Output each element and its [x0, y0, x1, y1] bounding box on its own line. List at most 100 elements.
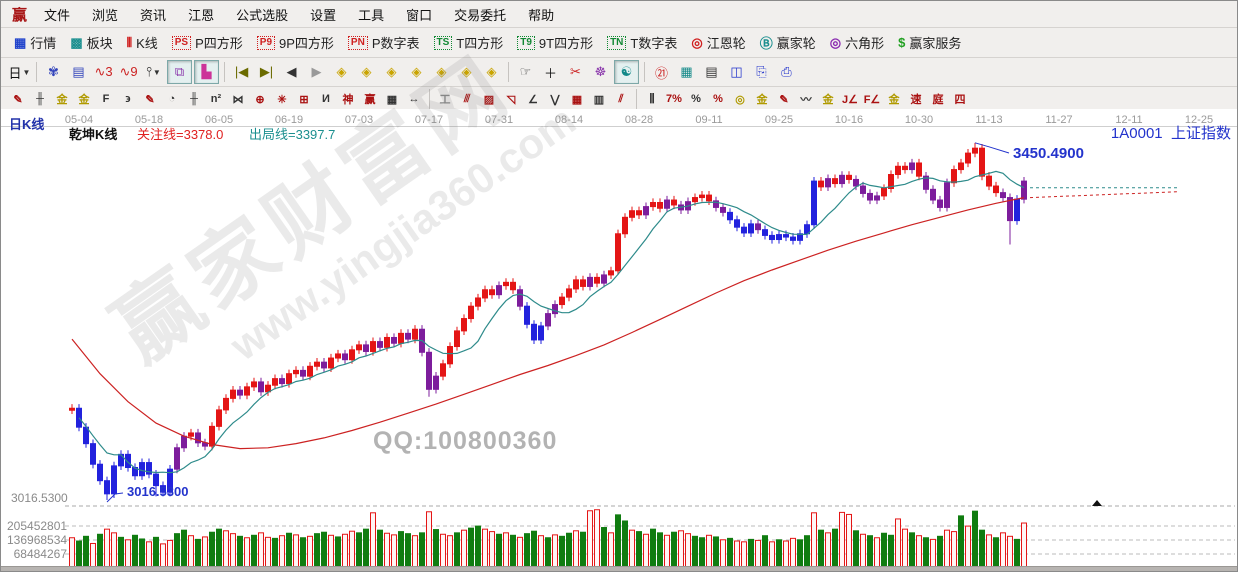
- frame-tool-icon[interactable]: 工: [439, 94, 451, 106]
- toolbar-quotes[interactable]: ▦ 行情: [7, 31, 63, 54]
- go-next-icon[interactable]: ▶: [311, 64, 322, 79]
- web-grid-icon[interactable]: ⊞: [299, 93, 309, 106]
- toolbar-p-number-table[interactable]: PN P数字表: [341, 31, 427, 54]
- dense-grid-icon[interactable]: ▦: [386, 93, 398, 106]
- period-day-icon[interactable]: 日 ▼: [8, 65, 31, 81]
- candle-style-icon[interactable]: ⫯ ▼: [146, 64, 161, 79]
- toolbar-p-square[interactable]: PS P四方形: [165, 31, 250, 54]
- menu-item-窗口[interactable]: 窗口: [406, 7, 433, 23]
- brush-2-icon[interactable]: ✎: [145, 93, 155, 106]
- shen-grid-icon[interactable]: 神: [342, 94, 354, 106]
- menu-item-文件[interactable]: 文件: [44, 7, 71, 23]
- hexagon-label: 六角形: [845, 36, 885, 51]
- menu-item-交易委托[interactable]: 交易委托: [454, 7, 507, 23]
- color-histogram-icon[interactable]: ▙: [194, 60, 219, 84]
- printer-icon[interactable]: ⎙: [781, 64, 792, 79]
- menu-item-设置[interactable]: 设置: [310, 7, 337, 23]
- n2-grid-icon[interactable]: n²: [210, 93, 222, 105]
- j-slope-icon[interactable]: J∠: [842, 93, 858, 106]
- grid-box-b-icon[interactable]: ▥: [593, 93, 605, 106]
- ink-brush-icon[interactable]: ✎: [779, 93, 789, 106]
- f-slope-icon[interactable]: F∠: [863, 93, 881, 106]
- diamond-in-icon[interactable]: ◈: [386, 64, 397, 79]
- diamond-fit-icon[interactable]: ◈: [486, 64, 497, 79]
- toolbar-kline[interactable]: ⫴ K线: [120, 31, 165, 54]
- ting-slope-icon[interactable]: 庭: [932, 94, 944, 106]
- diamond-compress-icon[interactable]: ◈: [436, 64, 447, 79]
- menu-item-资讯[interactable]: 资讯: [140, 7, 167, 23]
- fan-lines-icon[interactable]: ⫻: [463, 92, 471, 105]
- fan-box-icon[interactable]: ◹: [506, 93, 516, 106]
- go-last-icon[interactable]: ▶|: [259, 64, 274, 79]
- indicator-name: 乾坤K线: [69, 127, 118, 142]
- share-icon[interactable]: ⎘: [756, 64, 767, 79]
- hand-tool-icon[interactable]: ☞: [519, 64, 532, 79]
- toolbar-9p-square[interactable]: P9 9P四方形: [250, 31, 341, 54]
- menu-item-浏览[interactable]: 浏览: [92, 7, 119, 23]
- brain-analysis-icon[interactable]: ☯: [614, 60, 639, 84]
- percent-line-icon[interactable]: %: [713, 93, 723, 105]
- menu-item-江恩[interactable]: 江恩: [188, 7, 215, 23]
- ying-grid-icon[interactable]: 赢: [364, 94, 376, 106]
- diamond-left-icon[interactable]: ◈: [336, 64, 347, 79]
- spiral-grid-icon[interactable]: ϶: [125, 93, 131, 105]
- comb-grid-icon[interactable]: ╫: [190, 93, 198, 105]
- menu-item-工具[interactable]: 工具: [358, 7, 385, 23]
- toolbar-t-square[interactable]: TS T四方形: [427, 31, 511, 54]
- kline-chart[interactable]: 05-04 05-18 06-05 06-19 07-03 07-17 07-31 08-14…: [1, 109, 1238, 572]
- clock-cycle-icon[interactable]: ◔: [168, 93, 176, 105]
- percent-7-icon[interactable]: 7%: [666, 93, 682, 105]
- pattern-box-icon[interactable]: ▨: [483, 93, 495, 106]
- calculator-icon[interactable]: ▦: [680, 64, 693, 79]
- notes-doc-icon[interactable]: ▤: [72, 64, 85, 79]
- ruler-grid-icon[interactable]: ╫: [36, 93, 44, 105]
- gann-symbol-icon[interactable]: ☸: [594, 64, 607, 79]
- gold-wave-icon[interactable]: 〰: [800, 94, 812, 106]
- gold-grid-1-icon[interactable]: 金: [56, 94, 68, 106]
- wave-9-icon[interactable]: ∿9: [119, 64, 138, 79]
- toolbar-t-number-table[interactable]: TN T数字表: [600, 31, 684, 54]
- diamond-right-icon[interactable]: ◈: [361, 64, 372, 79]
- chart-area[interactable]: 赢家财富网 www.yingjia360.com 05-04 05-18 06-05…: [1, 38, 1238, 572]
- grid-box-a-icon[interactable]: ▦: [571, 93, 583, 106]
- parallel-lines-icon[interactable]: ⫽: [618, 92, 624, 105]
- gold-grid-2-icon[interactable]: 金: [78, 94, 90, 106]
- crosshair-icon[interactable]: ＋: [543, 65, 557, 81]
- zigzag-icon[interactable]: ⋁: [550, 93, 560, 106]
- menu-item-帮助[interactable]: 帮助: [528, 7, 555, 23]
- gold-lines-icon[interactable]: 金: [756, 94, 768, 106]
- four-slope-icon[interactable]: 四: [954, 94, 966, 106]
- gold-bars-icon[interactable]: 金: [822, 94, 834, 106]
- f-grid-icon[interactable]: F: [102, 93, 110, 105]
- toolbar-hexagon[interactable]: ◎ 六角形: [823, 31, 891, 54]
- pattern-select-icon[interactable]: ⧉: [167, 60, 192, 84]
- toolbar-winner-wheel[interactable]: Ⓑ 赢家轮: [753, 31, 823, 54]
- speed-slope-icon[interactable]: 速: [910, 94, 922, 106]
- angle-tool-icon[interactable]: ⋈: [232, 93, 244, 106]
- wave-3-icon[interactable]: ∿3: [94, 64, 113, 79]
- lace-pattern-icon[interactable]: ✾: [48, 64, 59, 79]
- trend-lines-icon[interactable]: ∠: [528, 93, 538, 106]
- calendar-21-icon[interactable]: ㉑: [654, 65, 668, 81]
- go-first-icon[interactable]: |◀: [234, 64, 249, 79]
- toolbar-9t-square[interactable]: T9 9T四方形: [510, 31, 600, 54]
- go-prev-icon[interactable]: ◀: [286, 64, 297, 79]
- percent-icon[interactable]: %: [691, 93, 701, 105]
- menu-item-公式选股[interactable]: 公式选股: [236, 7, 289, 23]
- diamond-expand-icon[interactable]: ◈: [461, 64, 472, 79]
- target-circle-icon[interactable]: ⊕: [255, 93, 265, 106]
- notebook-icon[interactable]: ▤: [705, 64, 718, 79]
- kline-mark-icon[interactable]: И: [322, 93, 330, 105]
- cut-line-icon[interactable]: ✂: [570, 64, 581, 79]
- toolbar-gann-wheel[interactable]: ◎ 江恩轮: [684, 31, 752, 54]
- h-span-icon[interactable]: ↔: [408, 93, 420, 105]
- gold-slope-icon[interactable]: 金: [888, 94, 900, 106]
- scale-bars-icon[interactable]: ⫼: [649, 92, 655, 105]
- starburst-icon[interactable]: ✳: [277, 93, 287, 106]
- save-disk-icon[interactable]: ◫: [730, 64, 743, 79]
- diamond-out-icon[interactable]: ◈: [411, 64, 422, 79]
- toolbar-winner-service[interactable]: $ 赢家服务: [891, 31, 968, 54]
- gold-ring-icon[interactable]: ◎: [735, 93, 745, 106]
- brush-icon[interactable]: ✎: [13, 93, 23, 106]
- toolbar-sectors[interactable]: ▩ 板块: [63, 31, 119, 54]
